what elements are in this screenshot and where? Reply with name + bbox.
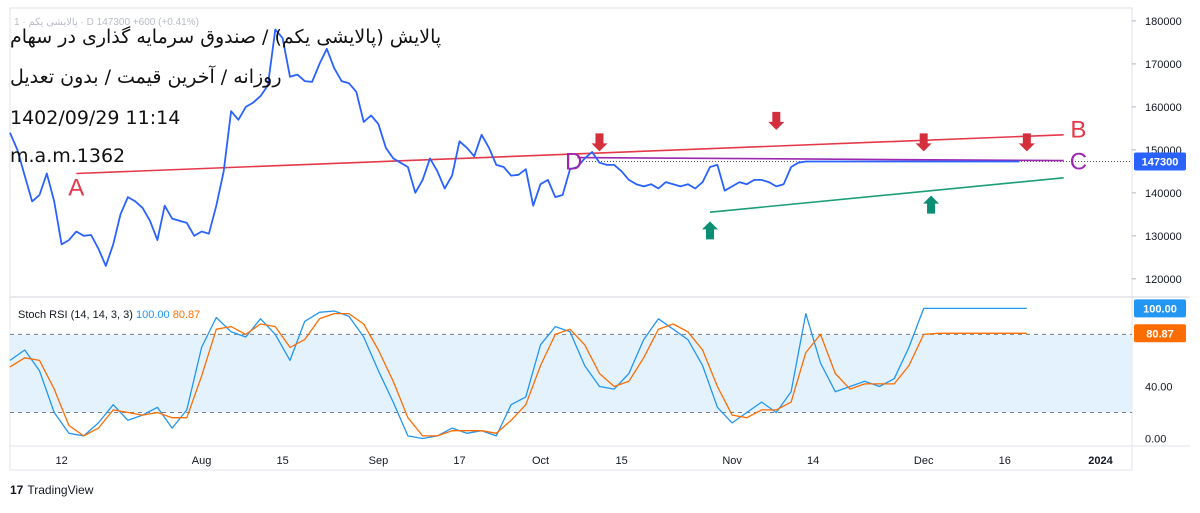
chart-author-overlay: m.a.m.1362 xyxy=(10,145,126,167)
arrow-up-icon xyxy=(702,221,718,240)
time-axis-label: 16 xyxy=(999,455,1011,467)
stoch-k-line xyxy=(9,307,1027,440)
time-axis-label: Aug xyxy=(192,455,212,467)
time-axis-label: 15 xyxy=(615,455,627,467)
time-axis-label: Oct xyxy=(532,455,549,467)
time-axis-label: 12 xyxy=(55,455,67,467)
arrow-down-icon xyxy=(768,111,785,130)
point-label-a: A xyxy=(68,174,84,201)
stoch-legend-title: Stoch RSI (14, 14, 3, 3) xyxy=(18,309,136,321)
arrow-down-icon xyxy=(1018,133,1035,152)
stoch-axis-label: 40.00 xyxy=(1145,381,1173,393)
support-trendline xyxy=(709,176,1064,213)
stoch-legend-d: 80.87 xyxy=(173,309,201,321)
tradingview-logo[interactable]: 17 TradingView xyxy=(10,483,93,497)
price-series-line xyxy=(9,28,1020,267)
horizontal-trendline xyxy=(577,156,1064,162)
time-axis-label: Sep xyxy=(369,455,389,467)
chart-frame xyxy=(9,7,1133,471)
price-axis-label: 130000 xyxy=(1145,231,1182,243)
stoch-d-badge-text: 80.87 xyxy=(1146,328,1174,340)
stoch-legend: Stoch RSI (14, 14, 3, 3) 100.00 80.87 xyxy=(18,309,200,321)
point-label-d: D xyxy=(565,149,582,176)
resistance-trendline xyxy=(76,134,1064,175)
chart-title-overlay: پالایش (پالایشی یکم) / صندوق سرمایه گذار… xyxy=(10,26,442,48)
point-label-c: C xyxy=(1070,149,1087,176)
stoch-d-line xyxy=(9,312,1027,437)
price-axis-label: 120000 xyxy=(1145,274,1182,286)
time-axis-label: 14 xyxy=(807,455,819,467)
time-axis-label: Nov xyxy=(722,455,742,467)
tv-logo-label: TradingView xyxy=(27,483,94,497)
time-axis-label: 17 xyxy=(453,455,465,467)
price-axis-label: 170000 xyxy=(1145,59,1182,71)
chart-subtitle-overlay: روزانه / آخرین قیمت / بدون تعدیل xyxy=(10,66,282,88)
stoch-axis-label: 0.00 xyxy=(1145,433,1166,445)
stoch-d-badge xyxy=(1134,324,1186,343)
stoch-k-badge xyxy=(1134,299,1186,318)
point-label-b: B xyxy=(1070,116,1086,143)
arrow-down-icon xyxy=(591,133,608,152)
last-price-badge-text: 147300 xyxy=(1142,156,1179,168)
time-axis-label: 2024 xyxy=(1088,455,1113,467)
time-axis-label: Dec xyxy=(914,455,934,467)
arrow-up-icon xyxy=(923,195,940,214)
stoch-band xyxy=(10,334,1132,413)
arrow-down-icon xyxy=(915,133,932,152)
stoch-legend-k: 100.00 xyxy=(136,309,173,321)
price-axis-label: 140000 xyxy=(1145,188,1182,200)
tv-logo-icon: 17 xyxy=(10,483,24,497)
stoch-k-badge-text: 100.00 xyxy=(1143,303,1177,315)
price-axis-label: 180000 xyxy=(1145,16,1182,28)
price-axis-label: 160000 xyxy=(1145,102,1182,114)
symbol-header: 1 · پالایشی یکم · D 147300 +600 (+0.41%) xyxy=(14,17,199,28)
chart-datetime-overlay: 1402/09/29 11:14 xyxy=(10,107,181,129)
last-price-badge xyxy=(1134,152,1186,171)
time-axis-label: 15 xyxy=(277,455,289,467)
